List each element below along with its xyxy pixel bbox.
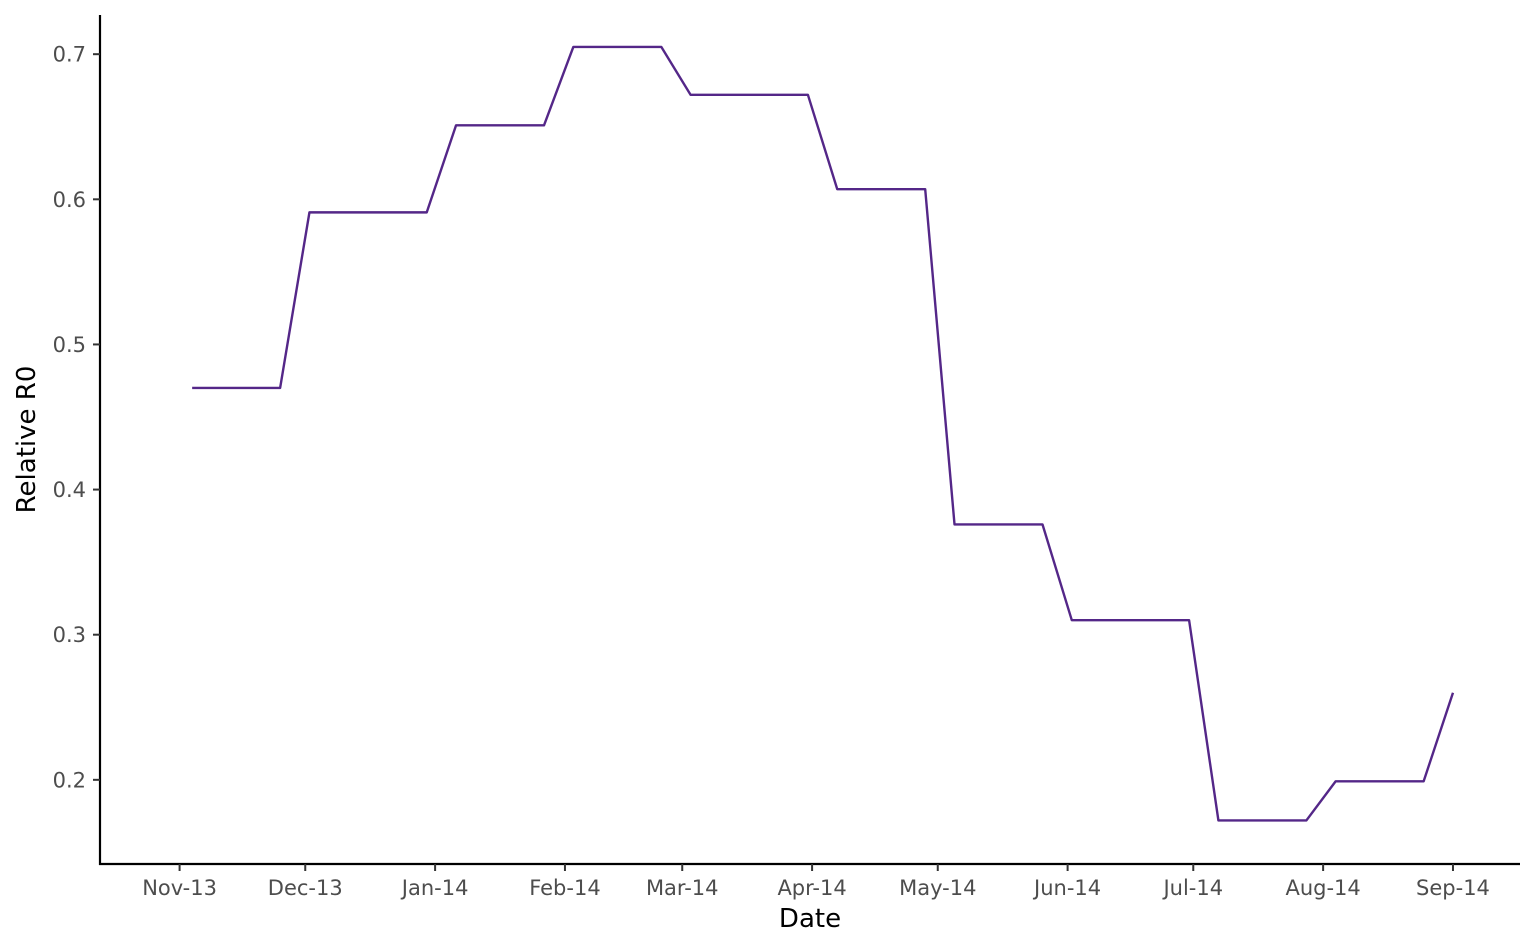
x-tick-label: Jul-14 [1161,876,1223,900]
y-tick-label: 0.3 [53,623,86,647]
y-tick-label: 0.6 [53,188,86,212]
x-tick-label: May-14 [899,876,976,900]
y-tick-label: 0.2 [53,768,86,792]
x-tick-label: Dec-13 [268,876,343,900]
x-tick-label: Feb-14 [529,876,600,900]
x-tick-label: Sep-14 [1416,876,1490,900]
x-tick-label: Jan-14 [400,876,469,900]
x-tick-label: Jun-14 [1032,876,1101,900]
series-line [192,45,1455,822]
x-tick-label: Nov-13 [142,876,217,900]
y-tick-label: 0.7 [53,43,86,67]
y-axis-title: Relative R0 [12,366,42,514]
y-tick-label: 0.5 [53,333,86,357]
x-tick-label: Apr-14 [777,876,846,900]
x-tick-label: Aug-14 [1285,876,1360,900]
x-tick-label: Mar-14 [646,876,719,900]
plot-area [192,45,1455,822]
y-axis-ticks: 0.2 0.3 0.4 0.5 0.6 0.7 [53,43,100,792]
x-axis-ticks: Nov-13 Dec-13 Jan-14 Feb-14 Mar-14 Apr-14 May-… [142,864,1490,900]
y-tick-label: 0.4 [53,478,86,502]
axes [98,15,1520,866]
x-axis-title: Date [779,904,841,934]
